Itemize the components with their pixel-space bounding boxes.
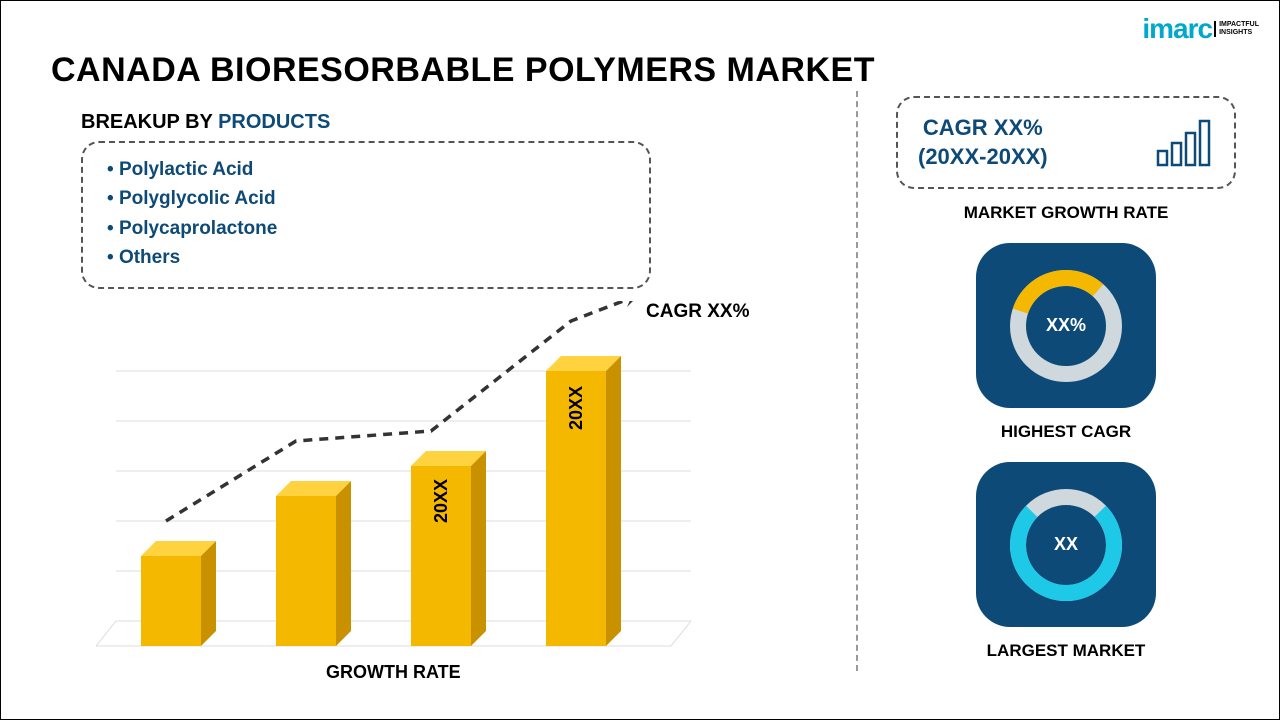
chart-x-label: GROWTH RATE [326, 662, 461, 683]
highest-cagr-label: HIGHEST CAGR [896, 422, 1236, 442]
largest-market-label: LARGEST MARKET [896, 641, 1236, 661]
market-growth-label: MARKET GROWTH RATE [896, 203, 1236, 223]
products-box: Polylactic Acid Polyglycolic Acid Polyca… [81, 141, 651, 289]
cagr-annotation: CAGR XX% [646, 301, 749, 323]
growth-chart: CAGR XX% GROWTH RATE 20XX 20XX [71, 301, 791, 681]
page-title: CANADA BIORESORBABLE POLYMERS MARKET [51, 51, 875, 90]
right-panel: CAGR XX%(20XX-20XX) MARKET GROWTH RATE X… [896, 96, 1236, 681]
vertical-divider [856, 91, 858, 671]
bar-label-4: 20XX [566, 386, 587, 430]
product-item: Others [107, 243, 625, 272]
brand-logo: imarc IMPACTFULINSIGHTS [1142, 13, 1259, 45]
product-item: Polylactic Acid [107, 155, 625, 184]
breakup-subtitle: BREAKUP BY PRODUCTS [81, 111, 330, 134]
largest-market-value: XX [1054, 534, 1078, 555]
logo-wordmark: imarc [1142, 13, 1212, 45]
highest-cagr-value: XX% [1046, 315, 1086, 336]
bar-chart-icon [1154, 117, 1214, 169]
highest-cagr-card: XX% [976, 243, 1156, 408]
market-growth-box: CAGR XX%(20XX-20XX) [896, 96, 1236, 189]
bar-label-3: 20XX [431, 479, 452, 523]
largest-market-card: XX [976, 462, 1156, 627]
growth-box-text: CAGR XX%(20XX-20XX) [918, 114, 1048, 171]
product-item: Polycaprolactone [107, 214, 625, 243]
product-item: Polyglycolic Acid [107, 184, 625, 213]
products-list: Polylactic Acid Polyglycolic Acid Polyca… [107, 155, 625, 273]
logo-tagline: IMPACTFULINSIGHTS [1214, 21, 1259, 36]
